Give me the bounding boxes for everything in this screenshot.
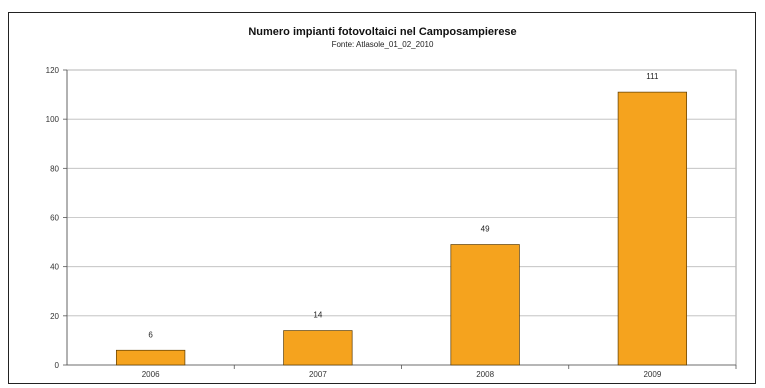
bar-2008 <box>450 244 520 366</box>
chart-subtitle: Fonte: Atlasole_01_02_2010 <box>331 40 434 49</box>
data-label-2009: 111 <box>646 72 659 81</box>
y-tick-label: 60 <box>50 214 59 223</box>
bar-2009 <box>617 91 688 366</box>
x-tick-label-2008: 2008 <box>476 370 494 379</box>
data-label-2006: 6 <box>148 330 153 339</box>
y-tick-label: 20 <box>50 312 59 321</box>
x-tick-label-2009: 2009 <box>643 370 661 379</box>
x-tick-label-2006: 2006 <box>142 370 160 379</box>
y-tick-label: 120 <box>46 66 60 75</box>
chart-title: Numero impianti fotovoltaici nel Camposa… <box>248 26 517 38</box>
y-tick-label: 80 <box>50 164 59 173</box>
y-tick-label: 0 <box>55 361 60 370</box>
data-label-2008: 49 <box>481 225 490 234</box>
y-tick-label: 40 <box>50 263 59 272</box>
x-tick-label-2007: 2007 <box>309 370 327 379</box>
data-label-2007: 14 <box>313 311 322 320</box>
bar-2007 <box>283 330 353 366</box>
bar-2006 <box>115 349 186 366</box>
y-tick-label: 100 <box>46 115 60 124</box>
